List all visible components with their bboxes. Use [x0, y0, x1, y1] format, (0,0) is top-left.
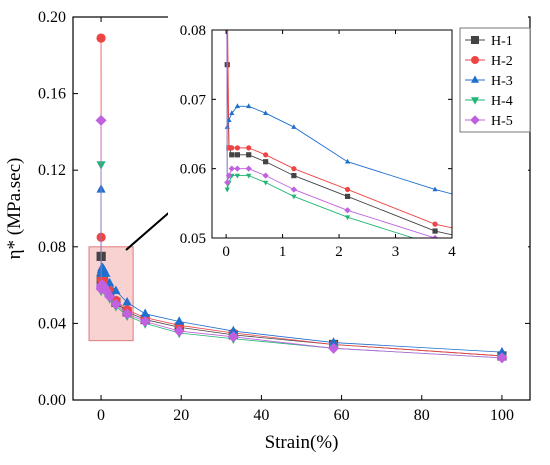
inset-point-H-2-7 — [291, 166, 297, 172]
inset-point-H-5-2 — [225, 172, 233, 179]
inset-point-H-3-2 — [226, 117, 232, 122]
inset-point-H-2-3 — [229, 145, 235, 151]
data-point-H-5-14 — [328, 342, 340, 354]
inset-point-H-3-5 — [246, 103, 252, 109]
inset-point-H-1-3 — [234, 152, 241, 158]
y-tick-label: 0.00 — [38, 392, 66, 409]
data-point-H-3-8 — [105, 277, 115, 287]
legend-marker-H-1 — [471, 36, 479, 44]
inset-point-H-2-5 — [246, 145, 252, 151]
inset-point-H-5-4 — [234, 165, 241, 172]
data-point-H-5-8 — [104, 291, 116, 303]
inset-x-tick-label: 3 — [392, 244, 400, 260]
x-tick-label: 80 — [414, 407, 430, 424]
inset-point-H-2-8 — [344, 186, 351, 193]
legend-marker-H-5 — [470, 115, 480, 125]
inset-y-tick-label: 0.07 — [180, 92, 207, 108]
legend-label-H-3: H-3 — [491, 74, 513, 89]
inset-point-H-1-5 — [263, 159, 269, 165]
inset-point-H-2-4 — [234, 145, 241, 151]
inset-plot-series — [224, 30, 452, 238]
inset-x-tick-label: 1 — [279, 244, 287, 260]
data-point-H-5-9 — [110, 298, 122, 310]
data-point-H-3-10 — [122, 297, 132, 306]
data-point-H-3-13 — [228, 325, 238, 335]
inset-y-tick-label: 0.05 — [180, 231, 206, 247]
inset-point-H-3-6 — [263, 110, 269, 116]
inset-point-H-5-7 — [290, 186, 298, 193]
inset-frame — [211, 29, 453, 239]
inset-y-tick-label: 0.08 — [180, 23, 206, 39]
data-point-H-5-10 — [121, 308, 133, 320]
x-axis-label: Strain(%) — [265, 432, 339, 453]
data-point-H-3-15 — [497, 346, 507, 356]
legend-label-H-4: H-4 — [491, 94, 513, 109]
inset-point-H-1-6 — [291, 173, 297, 179]
x-tick-label: 100 — [490, 407, 514, 424]
legend-marker-H-3 — [471, 75, 479, 83]
data-point-H-3-11 — [140, 308, 150, 318]
legend-label-H-5: H-5 — [491, 114, 513, 129]
inset-point-H-1-7 — [344, 193, 351, 199]
inset-x-tick-label: 4 — [448, 244, 456, 260]
inset-point-H-5-3 — [228, 165, 235, 172]
inset-point-H-4-7 — [291, 194, 297, 200]
inset-series-line-H-3 — [226, 30, 452, 195]
x-tick-label: 20 — [173, 407, 189, 424]
inset-point-H-3-9 — [432, 186, 438, 192]
inset-series-line-H-5 — [226, 30, 438, 238]
legend-label-H-1: H-1 — [491, 34, 513, 49]
data-point-H-5-15 — [496, 352, 508, 364]
inset-x-tick-label: 0 — [222, 244, 230, 260]
y-tick-label: 0.16 — [38, 86, 66, 103]
data-point-H-5-0 — [95, 114, 107, 126]
data-point-H-3-14 — [328, 337, 339, 346]
data-point-H-3-7 — [101, 268, 111, 277]
inset-point-H-4-4 — [234, 173, 241, 179]
legend-marker-H-4 — [471, 97, 479, 105]
inset-point-H-5-9 — [431, 234, 439, 238]
inset-point-H-2-9 — [432, 221, 438, 227]
x-tick-label: 0 — [97, 407, 105, 424]
inset-point-H-1-2 — [229, 152, 235, 158]
inset-point-H-4-5 — [246, 173, 252, 179]
inset-point-H-3-8 — [344, 158, 351, 164]
x-tick-label: 40 — [253, 407, 269, 424]
y-tick-label: 0.04 — [38, 315, 66, 332]
inset-point-H-4-8 — [344, 215, 351, 221]
inset-point-H-1-4 — [246, 152, 252, 158]
inset-point-H-5-8 — [344, 207, 351, 214]
y-tick-label: 0.12 — [38, 162, 66, 179]
y-tick-label: 0.20 — [38, 9, 66, 26]
inset-point-H-4-6 — [263, 180, 269, 186]
inset-point-H-5-5 — [245, 165, 252, 172]
data-point-H-5-12 — [173, 325, 185, 337]
y-tick-label: 0.08 — [38, 239, 66, 256]
data-point-H-3-12 — [174, 316, 184, 325]
data-point-H-3-9 — [111, 285, 121, 295]
inset-y-tick-label: 0.06 — [180, 162, 207, 178]
inset-point-H-5-6 — [262, 172, 269, 179]
inset-series-line-H-4 — [226, 30, 415, 238]
data-point-H-2-0 — [96, 33, 106, 43]
inset-x-tick-label: 2 — [335, 244, 343, 260]
inset-point-H-1-8 — [432, 228, 438, 234]
legend-label-H-2: H-2 — [491, 54, 513, 69]
inset-point-H-5-1 — [224, 179, 231, 186]
inset-point-H-3-3 — [229, 110, 235, 116]
data-point-H-5-11 — [139, 315, 151, 328]
inset-point-H-2-6 — [263, 152, 269, 158]
data-point-H-5-13 — [227, 331, 239, 343]
x-tick-label: 60 — [334, 407, 350, 424]
main-plot-series — [95, 33, 508, 364]
inset-point-H-3-4 — [234, 103, 241, 109]
y-axis-label: η* (MPa.sec) — [4, 158, 25, 260]
legend-marker-H-2 — [471, 56, 479, 64]
inset-point-H-4-1 — [224, 187, 230, 193]
inset-point-H-3-7 — [291, 124, 297, 129]
